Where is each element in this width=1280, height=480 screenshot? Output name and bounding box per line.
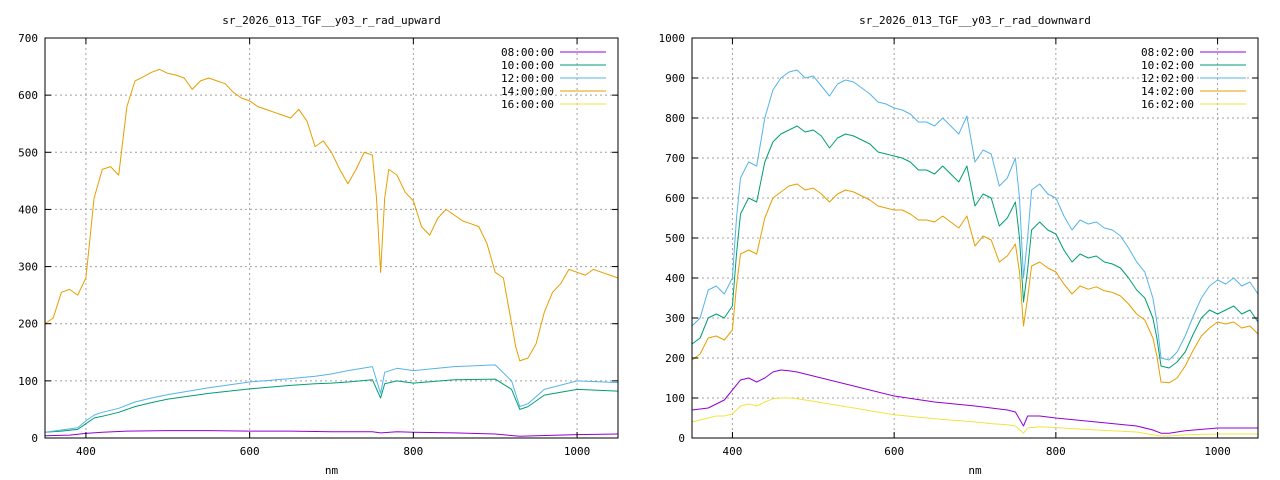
y-tick-label: 600 [665,192,685,205]
plot-frame [44,37,619,439]
y-tick-label: 1000 [659,32,686,45]
x-axis-label: nm [325,464,339,477]
y-tick-label: 200 [665,352,685,365]
ticks-layer: 0 100 200 300 400 500 600 700 400 600 800 1000 [18,32,618,458]
x-tick-label: 1000 [564,445,591,458]
chart-title: sr_2026_013_TGF__y03_r_rad_downward [859,14,1091,27]
y-tick-label: 800 [665,112,685,125]
y-tick-label: 300 [18,261,38,274]
y-tick-label: 0 [31,432,38,445]
y-tick-label: 400 [665,272,685,285]
x-tick-label: 400 [76,445,96,458]
legend-label: 16:02:00 [1141,98,1194,111]
chart-downward: 0 100 200 300 400 500 600 700 800 900 1000 400 600 80… [640,0,1280,480]
legend-label: 14:02:00 [1141,85,1194,98]
series-line-4 [692,183,1258,384]
y-tick-label: 100 [665,392,685,405]
x-tick-label: 800 [403,445,423,458]
marks-layer [692,69,1258,437]
y-tick-label: 0 [678,432,685,445]
x-tick-label: 600 [240,445,260,458]
x-tick-label: 800 [1046,445,1066,458]
y-tick-label: 700 [665,152,685,165]
y-tick-label: 500 [665,232,685,245]
series-line-3 [692,69,1258,361]
y-tick-label: 100 [18,375,38,388]
y-tick-label: 200 [18,318,38,331]
ticks-layer: 0 100 200 300 400 500 600 700 800 900 1000 400 600 80… [659,32,1258,458]
series-line-1 [692,369,1258,434]
series-line-2 [692,125,1258,369]
x-tick-label: 1000 [1204,445,1231,458]
y-tick-label: 500 [18,146,38,159]
series-line-3 [45,364,618,433]
y-tick-label: 700 [18,32,38,45]
legend-label: 12:00:00 [501,72,554,85]
legend-label: 14:00:00 [501,85,554,98]
legend-label: 16:00:00 [501,98,554,111]
chart-upward: 0 100 200 300 400 500 600 700 400 600 800 1000 sr_2… [18,14,619,477]
series-line-4 [45,68,618,362]
x-tick-label: 600 [884,445,904,458]
legend-label: 08:02:00 [1141,46,1194,59]
y-tick-label: 900 [665,72,685,85]
legend-label: 12:02:00 [1141,72,1194,85]
legend-label: 10:00:00 [501,59,554,72]
y-tick-label: 600 [18,89,38,102]
y-tick-label: 300 [665,312,685,325]
series-line-1 [45,430,618,437]
marks-layer [45,68,618,438]
y-tick-label: 400 [18,203,38,216]
series-line-2 [45,378,618,433]
x-axis-label: nm [968,464,982,477]
series-line-5 [692,397,1258,437]
chart-upward-svg: 0 100 200 300 400 500 600 700 400 600 800 1000 sr_2… [18,14,619,477]
legend-label: 08:00:00 [501,46,554,59]
chart-downward-svg: 0 100 200 300 400 500 600 700 800 900 1000 400 600 80… [659,14,1259,477]
legend-label: 10:02:00 [1141,59,1194,72]
chart-title: sr_2026_013_TGF__y03_r_rad_upward [222,14,441,27]
x-tick-label: 400 [722,445,742,458]
grid-layer [692,38,1258,438]
